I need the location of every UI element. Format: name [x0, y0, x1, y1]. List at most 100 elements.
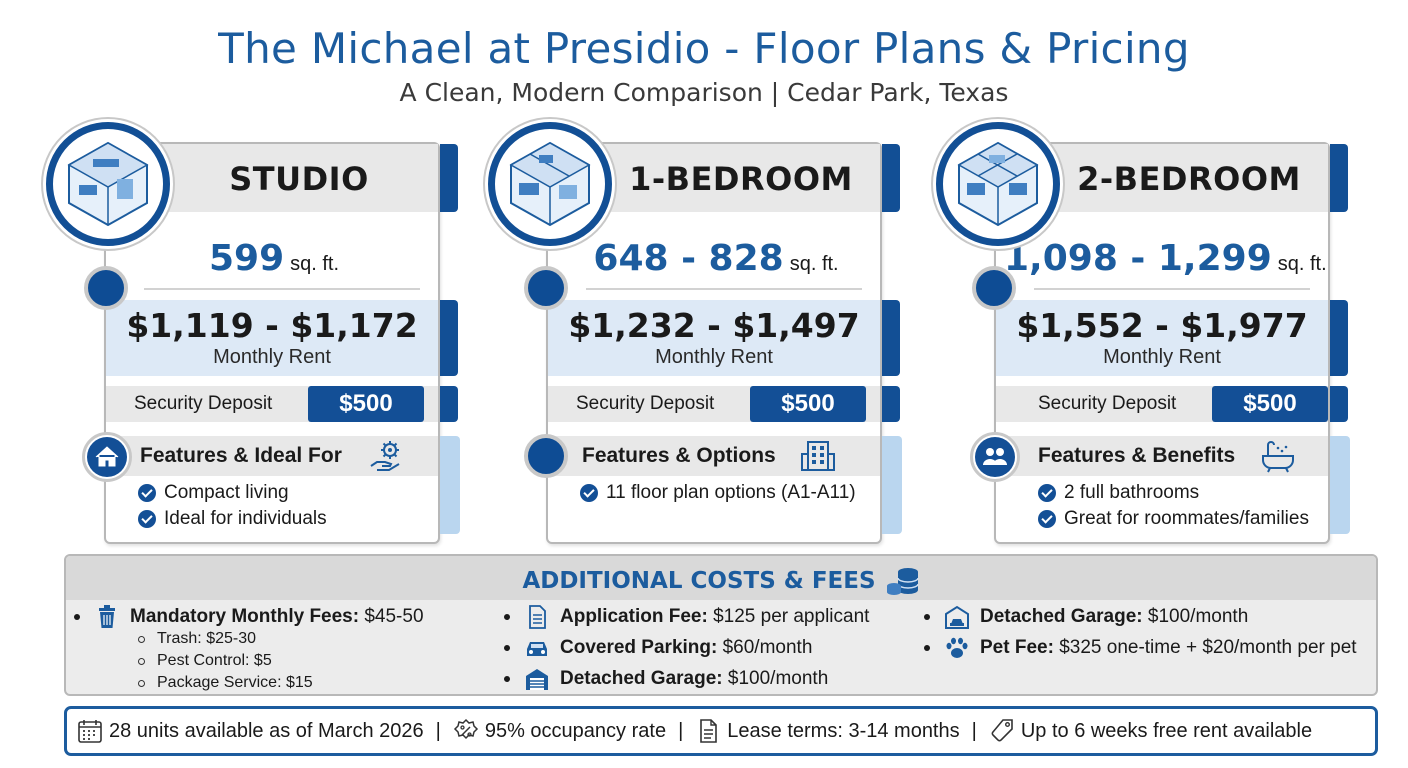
- page-title: The Michael at Presidio - Floor Plans & …: [218, 24, 1190, 73]
- detached-garage-row: Detached Garage: $100/month: [504, 666, 828, 692]
- rent-accent-tab: [882, 300, 900, 376]
- sqft-display: 648 - 828 sq. ft.: [556, 238, 876, 279]
- rent-label: Monthly Rent: [1103, 346, 1221, 368]
- people-icon: [970, 432, 1020, 482]
- deposit-row: Security Deposit $500: [996, 386, 1328, 422]
- features-accent-tab: [882, 436, 902, 534]
- list-item: Trash: $25-30: [138, 630, 256, 648]
- free-rent-promo: Up to 6 weeks free rent available: [989, 718, 1312, 744]
- rent-node: [972, 266, 1016, 310]
- sqft-unit: sq. ft.: [789, 253, 839, 275]
- document-icon: [529, 605, 546, 629]
- pet-fee-row: Pet Fee: $325 one-time + $20/month per p…: [924, 635, 1357, 661]
- header-accent-tab: [1330, 144, 1348, 212]
- car-icon: [527, 642, 547, 656]
- deposit-label: Security Deposit: [134, 393, 273, 414]
- sqft-value: 648 - 828: [593, 238, 784, 279]
- plan-name: 2-BEDROOM: [1077, 160, 1301, 198]
- sqft-display: 599 sq. ft.: [114, 238, 434, 279]
- divider: [586, 288, 862, 290]
- list-item: 11 floor plan options (A1-A11): [580, 480, 856, 506]
- calendar-icon: [78, 720, 102, 743]
- percent-badge-icon: [453, 718, 478, 740]
- 2-bedroom-floorplan-icon: [936, 122, 1060, 246]
- sqft-value: 1,098 - 1,299: [1004, 238, 1272, 279]
- rent-price: $1,119 - $1,172: [126, 306, 418, 345]
- rent-panel: $1,232 - $1,497 Monthly Rent: [548, 300, 880, 376]
- list-item: Ideal for individuals: [138, 506, 327, 532]
- features-list: 2 full bathrooms Great for roommates/fam…: [1038, 480, 1309, 532]
- deposit-row: Security Deposit $500: [106, 386, 438, 422]
- rent-panel: $1,552 - $1,977 Monthly Rent: [996, 300, 1328, 376]
- detached-garage-row: Detached Garage: $100/month: [924, 604, 1248, 630]
- document-icon: [700, 719, 718, 743]
- header-accent-tab: [440, 144, 458, 212]
- list-item: Compact living: [138, 480, 327, 506]
- rent-accent-tab: [1330, 300, 1348, 376]
- lease-terms: Lease terms: 3-14 months: [695, 718, 960, 744]
- features-title: Features & Benefits: [1038, 444, 1236, 467]
- studio-floorplan-icon: [46, 122, 170, 246]
- rent-price: $1,232 - $1,497: [568, 306, 860, 345]
- features-header: Features & Ideal For: [106, 436, 438, 476]
- divider: [144, 288, 420, 290]
- deposit-accent-tab: [1330, 386, 1348, 422]
- features-list: Compact living Ideal for individuals: [138, 480, 327, 532]
- list-item: Pest Control: $5: [138, 652, 272, 670]
- sqft-display: 1,098 - 1,299 sq. ft.: [1004, 238, 1327, 279]
- rent-accent-tab: [440, 300, 458, 376]
- costs-header: [66, 556, 1376, 600]
- header-accent-tab: [882, 144, 900, 212]
- check-icon: [580, 484, 598, 502]
- units-available: 28 units available as of March 2026: [77, 718, 424, 744]
- features-accent-tab: [440, 436, 460, 534]
- mandatory-fees-row: Mandatory Monthly Fees: $45-50: [74, 604, 424, 630]
- building-icon: [801, 441, 835, 471]
- features-title: Features & Ideal For: [140, 444, 342, 467]
- features-title: Features & Options: [582, 444, 776, 467]
- deposit-badge: $500: [1212, 386, 1328, 422]
- divider: [1034, 288, 1310, 290]
- deposit-label: Security Deposit: [576, 393, 715, 414]
- covered-parking-row: Covered Parking: $60/month: [504, 635, 812, 661]
- page-subtitle: A Clean, Modern Comparison | Cedar Park,…: [399, 78, 1009, 107]
- trash-icon: [99, 605, 115, 628]
- rent-panel: $1,119 - $1,172 Monthly Rent: [106, 300, 438, 376]
- check-icon: [138, 510, 156, 528]
- additional-costs-panel: ADDITIONAL COSTS & FEES Mandatory Monthl…: [64, 554, 1378, 696]
- rent-node: [524, 266, 568, 310]
- summary-footer: 28 units available as of March 2026 | 95…: [64, 706, 1378, 756]
- paw-icon: [946, 637, 968, 658]
- tag-icon: [991, 719, 1013, 742]
- deposit-badge: $500: [750, 386, 866, 422]
- garage-icon: [526, 669, 548, 690]
- garage-car-icon: [945, 605, 969, 629]
- check-icon: [138, 484, 156, 502]
- sqft-unit: sq. ft.: [1277, 253, 1327, 275]
- list-item: Great for roommates/families: [1038, 506, 1309, 532]
- hand-gear-icon: [370, 441, 400, 471]
- features-header: Features & Benefits: [996, 436, 1328, 476]
- application-fee-row: Application Fee: $125 per applicant: [504, 604, 869, 630]
- deposit-badge: $500: [308, 386, 424, 422]
- plan-card-2-bedroom: 2-BEDROOM 1,098 - 1,299 sq. ft. $1,552 - …: [994, 142, 1350, 544]
- features-node: [524, 434, 568, 478]
- rent-price: $1,552 - $1,977: [1016, 306, 1308, 345]
- sqft-value: 599: [208, 238, 285, 279]
- occupancy-rate: 95% occupancy rate: [453, 718, 666, 744]
- coins-icon: [886, 568, 919, 595]
- list-item: 2 full bathrooms: [1038, 480, 1309, 506]
- features-accent-tab: [1330, 436, 1350, 534]
- bathtub-icon: [1262, 441, 1294, 473]
- features-header: Features & Options: [548, 436, 880, 476]
- deposit-label: Security Deposit: [1038, 393, 1177, 414]
- sqft-unit: sq. ft.: [290, 253, 340, 275]
- 1-bedroom-floorplan-icon: [488, 122, 612, 246]
- costs-title: ADDITIONAL COSTS & FEES: [522, 568, 876, 594]
- plan-name: STUDIO: [229, 160, 369, 198]
- check-icon: [1038, 510, 1056, 528]
- deposit-row: Security Deposit $500: [548, 386, 880, 422]
- rent-node: [84, 266, 128, 310]
- rent-label: Monthly Rent: [213, 346, 331, 368]
- deposit-accent-tab: [882, 386, 900, 422]
